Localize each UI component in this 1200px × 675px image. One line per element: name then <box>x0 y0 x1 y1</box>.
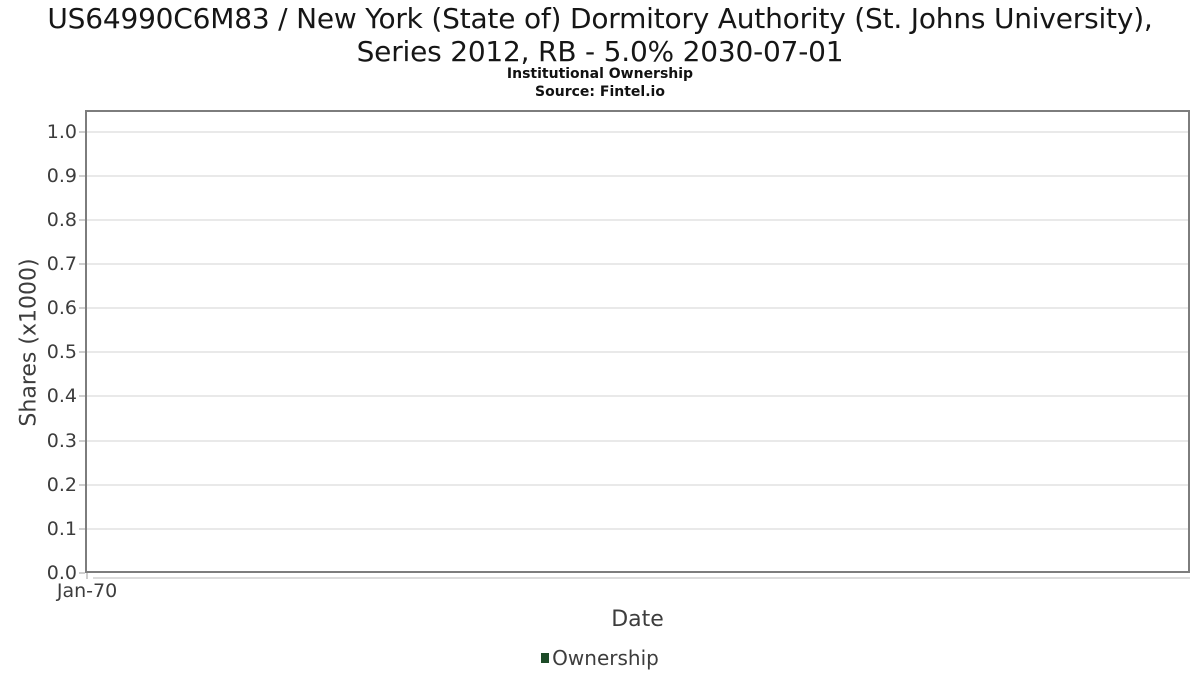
y-tick-mark <box>79 439 85 442</box>
y-axis-title: Shares (x1000) <box>16 258 42 427</box>
y-tick-mark <box>79 307 85 310</box>
legend-item: Ownership <box>541 646 659 670</box>
gridline <box>87 218 1188 221</box>
plot-area <box>85 110 1190 573</box>
y-tick-label: 0.7 <box>46 252 77 275</box>
y-tick-label: 0.6 <box>46 297 77 320</box>
y-tick-mark <box>79 527 85 530</box>
y-tick-label: 0.9 <box>46 164 77 187</box>
legend-swatch-icon <box>541 653 550 663</box>
y-tick-label: 0.5 <box>46 341 77 364</box>
y-tick-label: 0.0 <box>46 562 77 584</box>
y-tick-label: 0.3 <box>46 429 77 452</box>
x-axis-tick-mark <box>86 573 88 579</box>
gridline <box>87 174 1188 177</box>
gridline <box>87 130 1188 133</box>
x-tick-label: Jan-70 <box>56 580 118 602</box>
y-tick-mark <box>79 262 85 265</box>
y-tick-mark <box>79 174 85 177</box>
y-tick-label: 0.1 <box>46 517 77 540</box>
y-tick-mark <box>79 572 85 574</box>
gridline <box>87 262 1188 265</box>
y-tick-label: 0.4 <box>46 385 77 408</box>
gridline <box>87 483 1188 486</box>
y-tick-mark <box>79 130 85 133</box>
gridline <box>87 527 1188 530</box>
chart-subtitle: Institutional Ownership <box>506 66 694 82</box>
legend: Ownership <box>0 646 1200 670</box>
x-axis-title: Date <box>611 607 664 632</box>
gridline <box>87 351 1188 354</box>
gridline <box>87 395 1188 398</box>
x-axis-baseline <box>93 577 1190 579</box>
gridline <box>87 307 1188 310</box>
chart-source-caption: Source: Fintel.io <box>535 84 665 100</box>
y-tick-mark <box>79 483 85 486</box>
chart-title: US64990C6M83 / New York (State of) Dormi… <box>47 2 1153 68</box>
gridline <box>87 439 1188 442</box>
y-tick-mark <box>79 395 85 398</box>
y-tick-mark <box>79 218 85 221</box>
y-tick-mark <box>79 351 85 354</box>
y-tick-label: 1.0 <box>46 120 77 143</box>
y-tick-label: 0.2 <box>46 473 77 496</box>
legend-label: Ownership <box>552 646 659 670</box>
y-tick-label: 0.8 <box>46 208 77 231</box>
